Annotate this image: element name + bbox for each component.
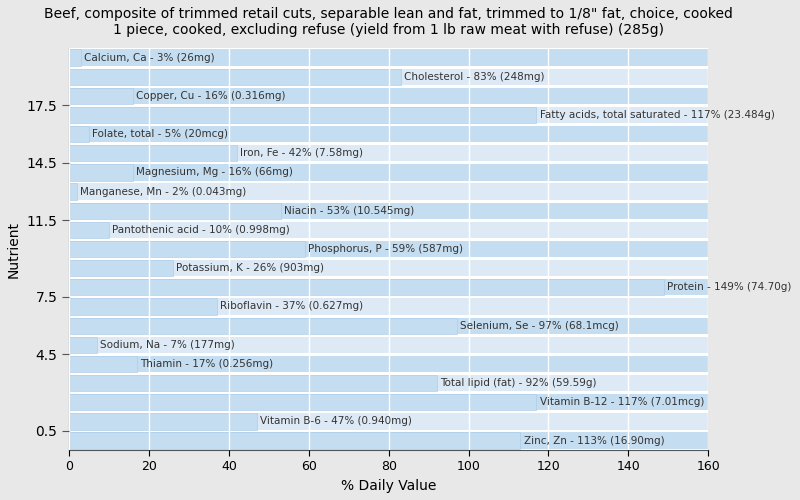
Text: Niacin - 53% (10.545mg): Niacin - 53% (10.545mg) bbox=[284, 206, 414, 216]
Bar bbox=[69, 375, 708, 391]
Bar bbox=[69, 202, 708, 219]
Bar bbox=[69, 88, 708, 104]
Bar bbox=[69, 279, 664, 295]
Bar bbox=[69, 184, 708, 200]
Bar bbox=[69, 68, 401, 85]
Bar bbox=[69, 241, 305, 257]
Bar bbox=[69, 107, 708, 123]
Text: Pantothenic acid - 10% (0.998mg): Pantothenic acid - 10% (0.998mg) bbox=[112, 225, 290, 235]
Bar bbox=[69, 413, 708, 430]
Text: Selenium, Se - 97% (68.1mcg): Selenium, Se - 97% (68.1mcg) bbox=[460, 320, 618, 330]
Text: Total lipid (fat) - 92% (59.59g): Total lipid (fat) - 92% (59.59g) bbox=[440, 378, 596, 388]
Text: Manganese, Mn - 2% (0.043mg): Manganese, Mn - 2% (0.043mg) bbox=[80, 186, 246, 196]
Bar bbox=[69, 222, 708, 238]
Text: Copper, Cu - 16% (0.316mg): Copper, Cu - 16% (0.316mg) bbox=[136, 91, 286, 101]
Bar bbox=[69, 68, 708, 85]
X-axis label: % Daily Value: % Daily Value bbox=[341, 479, 436, 493]
Bar bbox=[69, 356, 708, 372]
Bar bbox=[69, 260, 173, 276]
Bar bbox=[69, 336, 97, 353]
Bar bbox=[69, 432, 521, 448]
Text: Fatty acids, total saturated - 117% (23.484g): Fatty acids, total saturated - 117% (23.… bbox=[540, 110, 774, 120]
Bar bbox=[69, 126, 89, 142]
Bar bbox=[69, 318, 708, 334]
Text: Cholesterol - 83% (248mg): Cholesterol - 83% (248mg) bbox=[404, 72, 544, 82]
Text: Magnesium, Mg - 16% (66mg): Magnesium, Mg - 16% (66mg) bbox=[136, 168, 293, 177]
Bar bbox=[69, 126, 708, 142]
Text: Vitamin B-12 - 117% (7.01mcg): Vitamin B-12 - 117% (7.01mcg) bbox=[540, 397, 704, 407]
Bar bbox=[69, 241, 708, 257]
Bar bbox=[69, 107, 537, 123]
Text: Riboflavin - 37% (0.627mg): Riboflavin - 37% (0.627mg) bbox=[220, 302, 363, 312]
Bar bbox=[69, 50, 708, 66]
Bar bbox=[69, 432, 708, 448]
Y-axis label: Nutrient: Nutrient bbox=[7, 220, 21, 278]
Text: Thiamin - 17% (0.256mg): Thiamin - 17% (0.256mg) bbox=[140, 359, 274, 369]
Bar bbox=[69, 394, 537, 410]
Text: Protein - 149% (74.70g): Protein - 149% (74.70g) bbox=[667, 282, 792, 292]
Text: Potassium, K - 26% (903mg): Potassium, K - 26% (903mg) bbox=[176, 263, 324, 273]
Bar bbox=[69, 413, 257, 430]
Bar bbox=[69, 184, 77, 200]
Text: Calcium, Ca - 3% (26mg): Calcium, Ca - 3% (26mg) bbox=[84, 52, 215, 62]
Bar bbox=[69, 50, 81, 66]
Text: Vitamin B-6 - 47% (0.940mg): Vitamin B-6 - 47% (0.940mg) bbox=[260, 416, 412, 426]
Title: Beef, composite of trimmed retail cuts, separable lean and fat, trimmed to 1/8" : Beef, composite of trimmed retail cuts, … bbox=[44, 7, 733, 37]
Bar bbox=[69, 298, 708, 314]
Bar bbox=[69, 375, 437, 391]
Bar bbox=[69, 145, 237, 162]
Bar bbox=[69, 164, 133, 180]
Bar bbox=[69, 394, 708, 410]
Text: Folate, total - 5% (20mcg): Folate, total - 5% (20mcg) bbox=[92, 129, 228, 139]
Text: Zinc, Zn - 113% (16.90mg): Zinc, Zn - 113% (16.90mg) bbox=[524, 436, 664, 446]
Bar bbox=[69, 260, 708, 276]
Bar bbox=[69, 222, 109, 238]
Text: Sodium, Na - 7% (177mg): Sodium, Na - 7% (177mg) bbox=[100, 340, 235, 350]
Bar bbox=[69, 202, 281, 219]
Bar bbox=[69, 88, 133, 104]
Text: Iron, Fe - 42% (7.58mg): Iron, Fe - 42% (7.58mg) bbox=[240, 148, 363, 158]
Bar bbox=[69, 164, 708, 180]
Bar bbox=[69, 318, 457, 334]
Bar bbox=[69, 279, 708, 295]
Bar bbox=[69, 336, 708, 353]
Bar bbox=[69, 356, 137, 372]
Text: Phosphorus, P - 59% (587mg): Phosphorus, P - 59% (587mg) bbox=[308, 244, 463, 254]
Bar bbox=[69, 145, 708, 162]
Bar bbox=[69, 298, 217, 314]
